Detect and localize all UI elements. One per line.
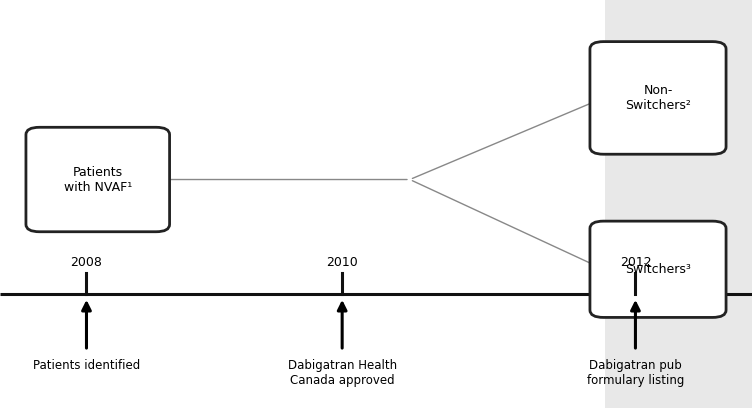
Text: 2010: 2010 <box>326 256 358 269</box>
Text: 2012: 2012 <box>620 256 651 269</box>
Text: Switchers³: Switchers³ <box>625 263 691 276</box>
Text: Dabigatran Health
Canada approved: Dabigatran Health Canada approved <box>287 359 397 387</box>
Bar <box>605 0 752 408</box>
FancyBboxPatch shape <box>590 221 726 317</box>
Text: Dabigatran pub
formulary listing: Dabigatran pub formulary listing <box>587 359 684 387</box>
Text: Patients identified: Patients identified <box>33 359 140 372</box>
FancyBboxPatch shape <box>590 42 726 154</box>
Text: 2008: 2008 <box>71 256 102 269</box>
FancyBboxPatch shape <box>26 127 169 232</box>
Text: Patients
with NVAF¹: Patients with NVAF¹ <box>64 166 132 193</box>
Text: Non-
Switchers²: Non- Switchers² <box>625 84 691 112</box>
